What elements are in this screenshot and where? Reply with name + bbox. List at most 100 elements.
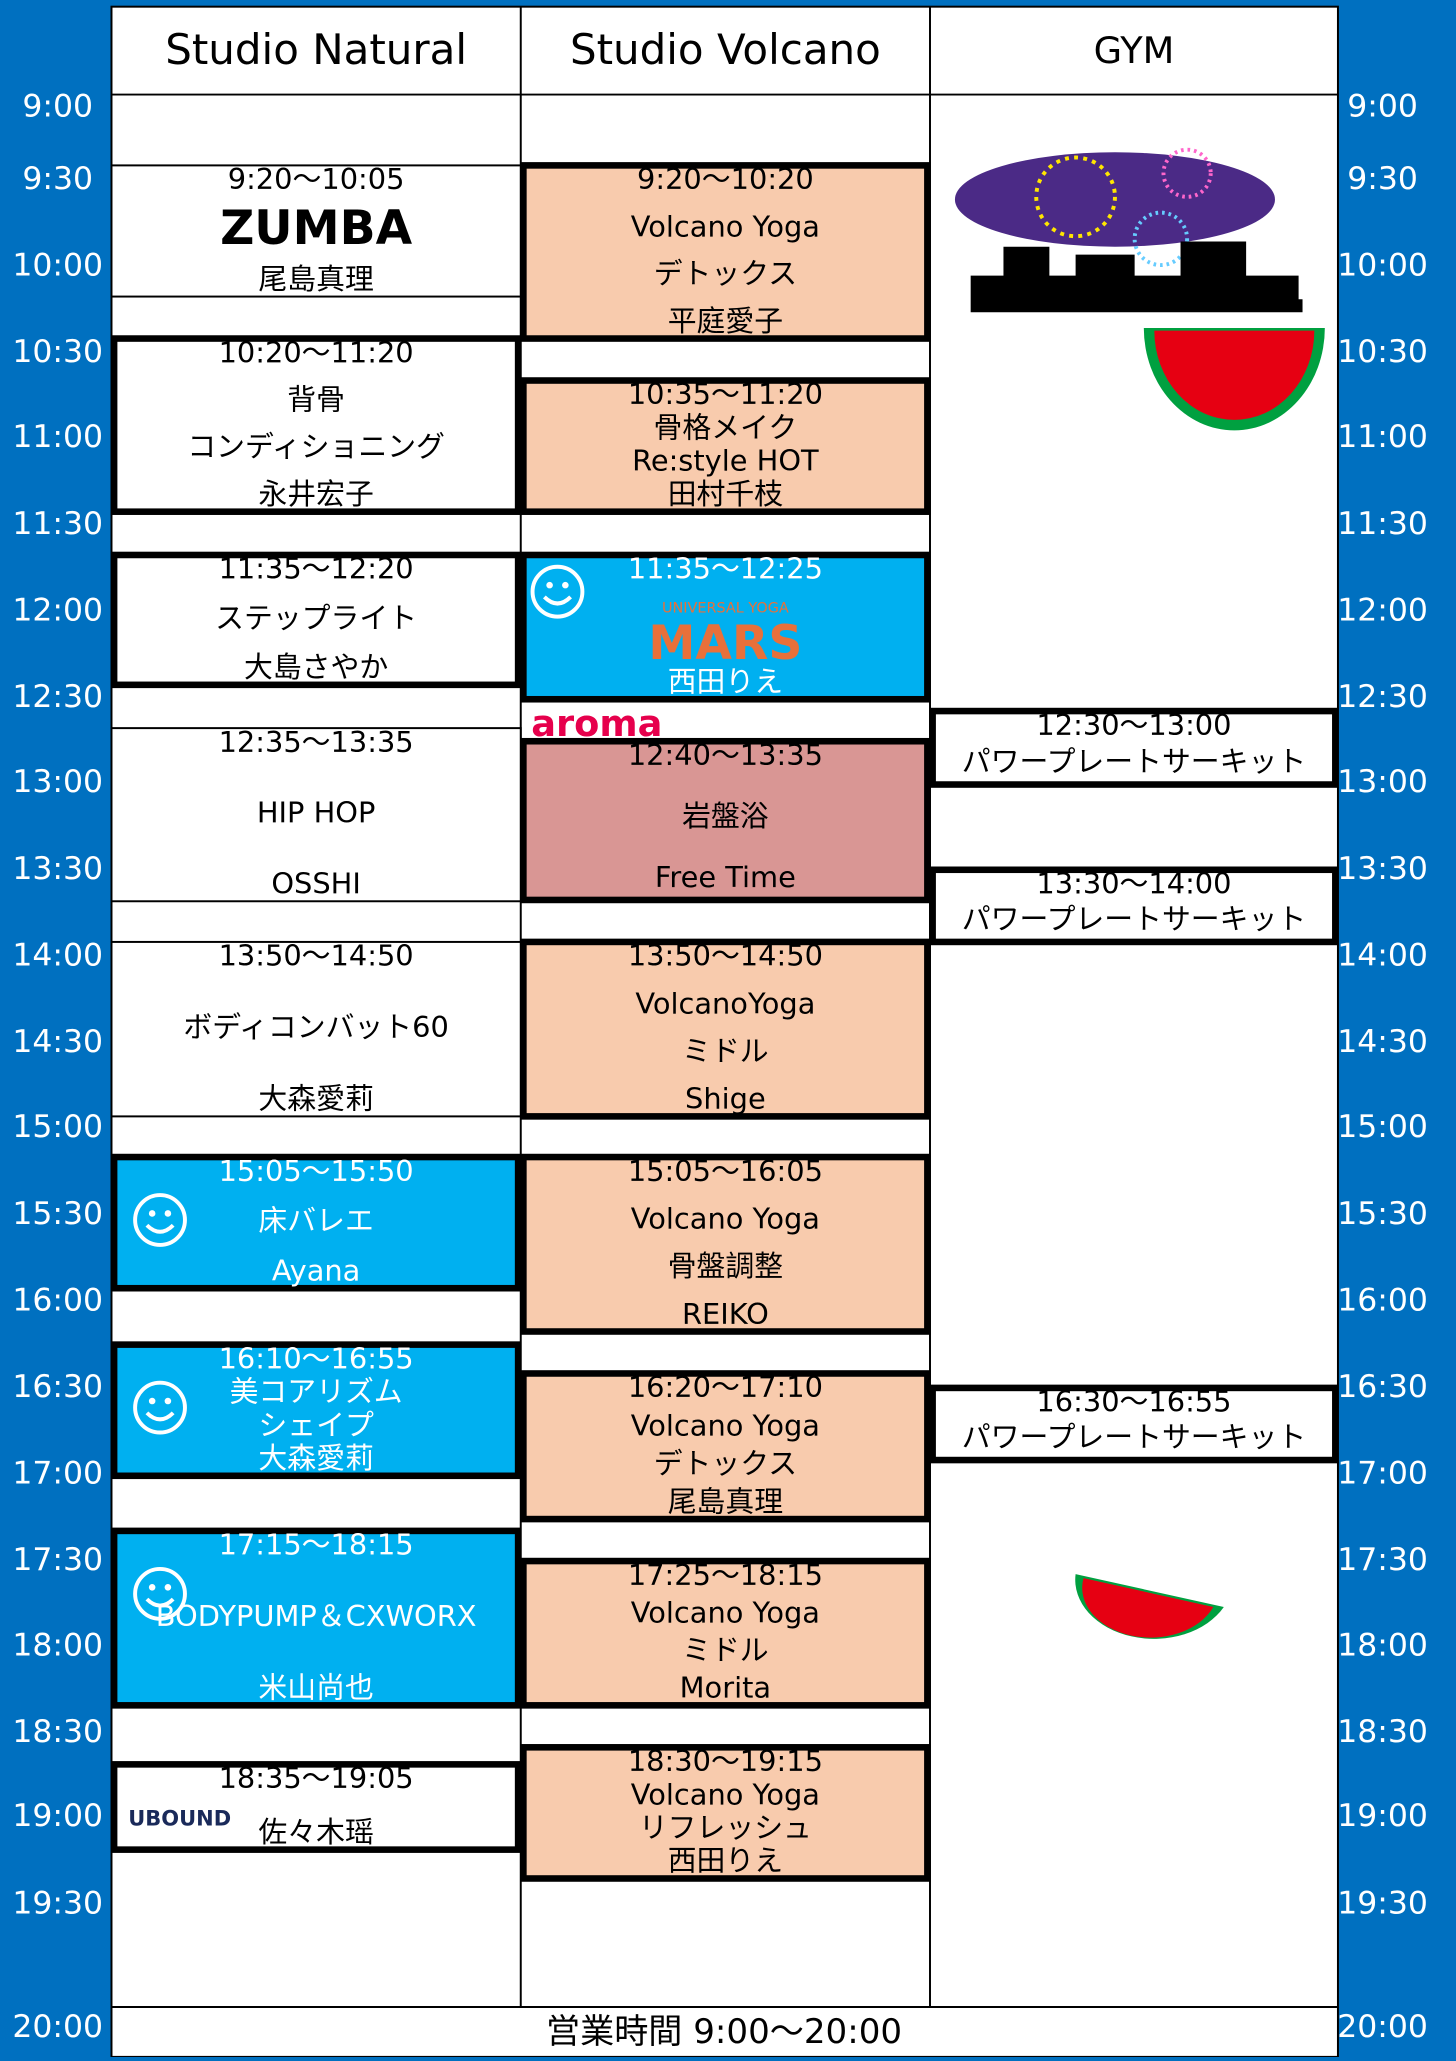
logo: MARS <box>648 616 802 671</box>
event-time: 15:05〜16:05 <box>628 1154 823 1188</box>
column-header: Studio Natural <box>165 25 467 74</box>
time-label: 18:00 <box>12 1627 103 1663</box>
event-title: 床バレエ <box>258 1204 373 1238</box>
event-title: 背骨 <box>287 383 345 417</box>
time-label: 14:30 <box>12 1024 103 1060</box>
event-time: 12:30〜13:00 <box>1036 708 1231 742</box>
event-time: 18:35〜19:05 <box>219 1761 414 1795</box>
event-title: ミドル <box>682 1034 769 1068</box>
event: 15:05〜16:05 Volcano Yoga 骨盤調整 REIKO <box>520 1153 931 1335</box>
event-time: 10:35〜11:20 <box>628 377 823 411</box>
time-label: 14:00 <box>12 937 103 973</box>
time-label: 12:00 <box>12 592 103 628</box>
event-title: ボディコンバット60 <box>183 1010 448 1044</box>
event-box <box>520 737 931 904</box>
time-label: 11:00 <box>12 419 103 455</box>
smiley-eye <box>164 1584 172 1591</box>
event-time: 11:35〜12:25 <box>628 552 823 586</box>
time-label: 9:30 <box>1347 161 1418 197</box>
instructor: Shige <box>685 1082 766 1116</box>
smiley <box>133 1566 187 1621</box>
time-label: 10:30 <box>1337 334 1428 370</box>
event-title: パワープレートサーキット <box>962 1420 1306 1454</box>
event-title: デトックス <box>654 1446 797 1480</box>
smiley <box>530 564 585 619</box>
instructor: 西田りえ <box>668 1844 783 1878</box>
event-time: 15:05〜15:50 <box>219 1154 414 1188</box>
time-label: 10:00 <box>12 247 103 283</box>
time-label: 18:30 <box>1337 1714 1428 1750</box>
event: 15:05〜15:50 床バレエ Ayana <box>110 1153 522 1292</box>
instructor: 尾島真理 <box>668 1484 783 1518</box>
time-label: 9:00 <box>1347 89 1418 125</box>
event-time: 10:20〜11:20 <box>219 335 414 369</box>
logo: ZUMBA <box>220 201 413 256</box>
event-box <box>929 866 1339 946</box>
time-label: 15:30 <box>12 1196 103 1232</box>
smiley <box>133 1380 187 1435</box>
instructor: 米山尚也 <box>258 1671 373 1705</box>
event-title: パワープレートサーキット <box>962 745 1306 779</box>
event-title: ミドル <box>682 1633 769 1667</box>
event-title: 岩盤浴 <box>682 799 769 833</box>
event-box <box>110 164 522 298</box>
time-label: 18:00 <box>1337 1627 1428 1663</box>
time-label: 16:30 <box>12 1369 103 1405</box>
event: 9:20〜10:05 ZUMBA 尾島真理 <box>110 162 522 298</box>
instructor: 大森愛莉 <box>258 1082 373 1116</box>
event-box <box>520 938 931 1120</box>
instructor: 尾島真理 <box>258 262 373 296</box>
time-label: 17:00 <box>1337 1455 1428 1491</box>
event-title: Volcano Yoga <box>631 1408 820 1442</box>
smiley-mouth <box>145 1223 175 1234</box>
time-label: 13:30 <box>1337 851 1428 887</box>
event-time: 9:20〜10:20 <box>637 162 814 196</box>
smiley-eye <box>148 1210 156 1217</box>
smiley-mouth <box>542 595 572 606</box>
smiley-eye <box>562 581 569 589</box>
instructor: OSSHI <box>271 867 361 901</box>
instructor: 田村千枝 <box>668 477 784 511</box>
time-label: 16:30 <box>1337 1369 1428 1405</box>
smiley-eye <box>148 1584 156 1591</box>
time-label: 13:00 <box>1337 764 1428 800</box>
event: 13:50〜14:50 ボディコンバット60 大森愛莉 <box>110 939 522 1118</box>
event-time: 11:35〜12:20 <box>219 552 414 586</box>
aroma-tag: aroma <box>531 702 662 745</box>
logo: UBOUND <box>128 1806 231 1830</box>
event-title: Volcano Yoga <box>631 1777 820 1811</box>
event-box <box>929 1384 1339 1464</box>
event-time: 13:50〜14:50 <box>628 939 823 973</box>
time-label: 17:00 <box>12 1455 103 1491</box>
event-box <box>520 1557 931 1709</box>
instructor: 大島さやか <box>244 650 388 684</box>
time-label: 12:00 <box>1337 592 1428 628</box>
event-time: 17:25〜18:15 <box>628 1558 823 1592</box>
time-label: 13:00 <box>12 764 103 800</box>
instructor: Morita <box>680 1671 771 1705</box>
time-label: 9:00 <box>22 89 93 125</box>
time-label: 14:30 <box>1337 1024 1428 1060</box>
event-box <box>110 551 522 689</box>
event-time: 9:20〜10:05 <box>228 162 405 196</box>
column-header: GYM <box>1094 29 1175 72</box>
event-title: Volcano Yoga <box>631 209 820 243</box>
smiley-mouth <box>145 1411 175 1422</box>
event-title: シェイプ <box>258 1408 374 1442</box>
time-label: 15:30 <box>1337 1196 1428 1232</box>
event-time: 17:15〜18:15 <box>219 1528 414 1562</box>
time-label: 12:30 <box>12 679 103 715</box>
smiley-eye <box>546 581 553 589</box>
event-title: パワープレートサーキット <box>962 902 1306 936</box>
time-label: 13:30 <box>12 851 103 887</box>
event-box <box>520 162 931 342</box>
event-box <box>110 940 522 1118</box>
